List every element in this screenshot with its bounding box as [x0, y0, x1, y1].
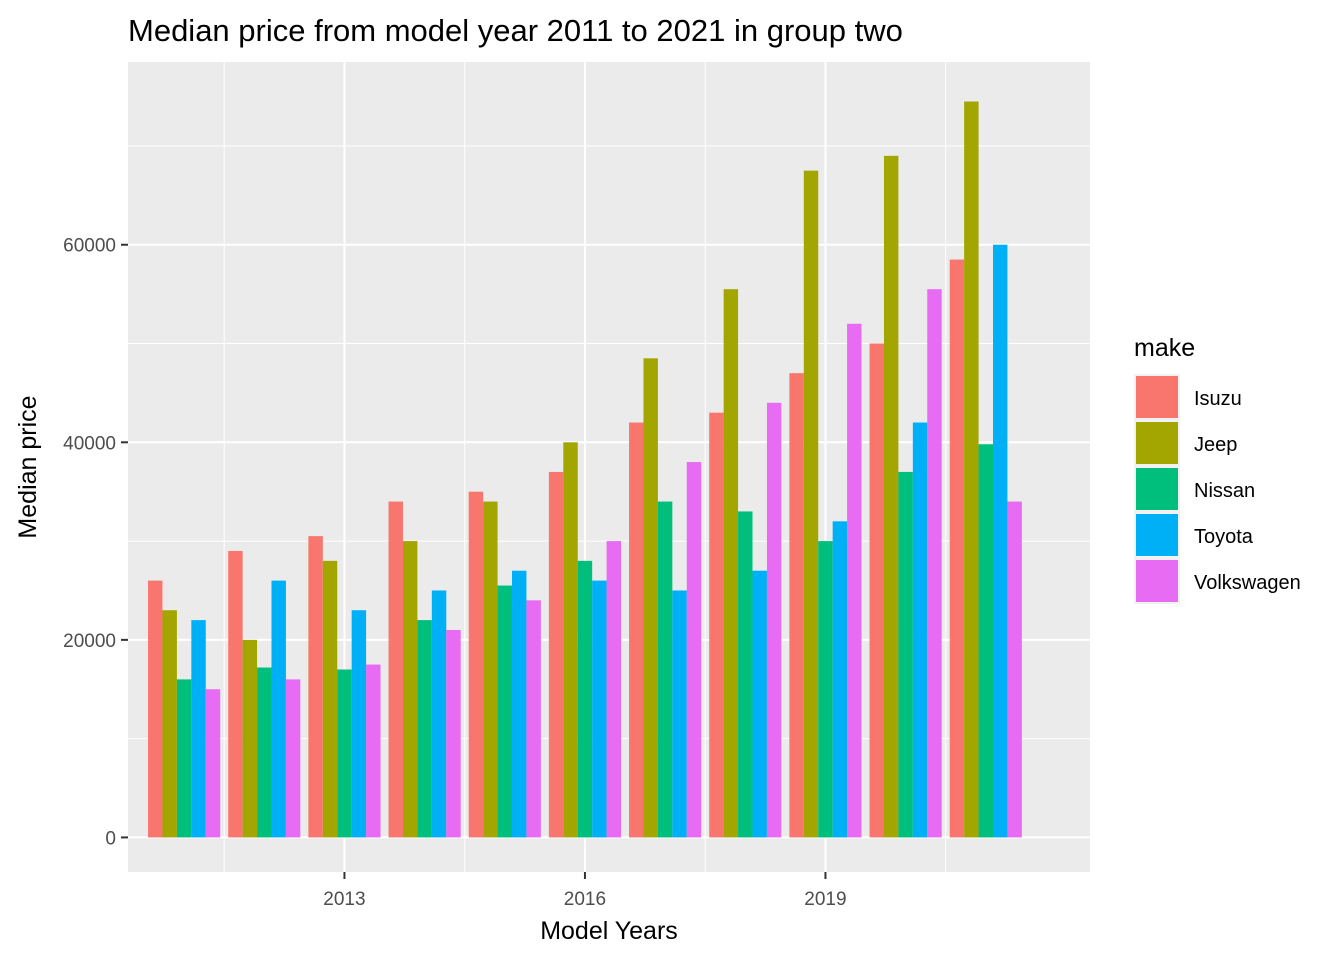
x-tick-label: 2016 — [564, 889, 606, 910]
bar-nissan-2012 — [257, 667, 272, 838]
y-tick-label: 40000 — [63, 433, 116, 454]
bar-jeep-2017 — [643, 358, 658, 838]
bar-jeep-2011 — [162, 610, 177, 838]
bar-volkswagen-2021 — [1007, 501, 1022, 838]
bar-toyota-2020 — [912, 422, 928, 838]
bar-volkswagen-2011 — [205, 689, 221, 838]
bar-jeep-2013 — [322, 560, 338, 838]
y-tick-label: 60000 — [63, 236, 116, 257]
bar-toyota-2014 — [431, 590, 447, 838]
bar-isuzu-2015 — [468, 491, 484, 838]
bar-volkswagen-2019 — [847, 323, 862, 838]
bar-jeep-2016 — [563, 442, 578, 838]
x-tick-label: 2019 — [804, 889, 846, 910]
bar-jeep-2021 — [964, 101, 979, 838]
bar-isuzu-2014 — [388, 501, 403, 838]
bar-volkswagen-2016 — [606, 541, 622, 838]
bar-nissan-2018 — [738, 511, 753, 838]
bar-jeep-2015 — [483, 501, 498, 838]
bar-isuzu-2013 — [308, 536, 323, 838]
x-axis-title: Model Years — [540, 917, 678, 945]
bar-isuzu-2020 — [869, 343, 884, 838]
bar-nissan-2014 — [417, 620, 432, 838]
bar-toyota-2021 — [992, 244, 1008, 838]
x-axis-ticks: 2013 2016 2019 — [323, 872, 847, 910]
bar-toyota-2017 — [672, 590, 687, 838]
bar-nissan-2020 — [898, 471, 913, 838]
legend-label-jeep: Jeep — [1194, 434, 1237, 456]
bar-nissan-2021 — [978, 444, 993, 838]
bar-nissan-2011 — [176, 679, 192, 838]
bar-toyota-2013 — [351, 610, 367, 838]
bar-nissan-2016 — [577, 560, 593, 838]
bar-isuzu-2018 — [709, 412, 724, 838]
bar-jeep-2014 — [402, 541, 418, 838]
bar-nissan-2017 — [657, 501, 673, 838]
legend-swatch-jeep — [1136, 422, 1178, 464]
bar-jeep-2020 — [883, 155, 899, 838]
bar-isuzu-2017 — [629, 422, 644, 838]
y-tick-label: 0 — [105, 828, 116, 849]
bar-volkswagen-2017 — [686, 462, 702, 838]
legend-swatch-nissan — [1136, 468, 1178, 510]
bar-isuzu-2012 — [228, 550, 243, 838]
bar-toyota-2015 — [511, 570, 527, 838]
bars — [148, 101, 1022, 838]
bar-isuzu-2019 — [789, 373, 804, 838]
x-tick-label: 2013 — [323, 889, 365, 910]
bar-volkswagen-2014 — [446, 629, 461, 838]
bar-toyota-2019 — [832, 521, 848, 838]
bar-volkswagen-2020 — [927, 289, 942, 838]
y-tick-label: 20000 — [63, 631, 116, 652]
bar-toyota-2012 — [271, 580, 286, 838]
legend-title: make — [1134, 334, 1195, 362]
legend-label-toyota: Toyota — [1194, 526, 1254, 548]
legend-swatch-toyota — [1136, 514, 1178, 556]
bar-jeep-2018 — [723, 289, 739, 838]
legend-label-volkswagen: Volkswagen — [1194, 572, 1301, 594]
bar-volkswagen-2015 — [526, 600, 541, 838]
bar-jeep-2019 — [803, 170, 819, 838]
bar-volkswagen-2013 — [366, 664, 381, 838]
bar-nissan-2019 — [818, 541, 833, 838]
bar-jeep-2012 — [242, 639, 258, 838]
legend-swatch-isuzu — [1136, 376, 1178, 418]
y-axis-title: Median price — [14, 395, 42, 538]
bar-isuzu-2011 — [148, 580, 163, 838]
legend-swatch-volkswagen — [1136, 560, 1178, 602]
chart-title: Median price from model year 2011 to 202… — [128, 13, 903, 48]
y-axis-ticks: 0 20000 40000 60000 — [63, 236, 128, 849]
bar-toyota-2016 — [592, 580, 607, 838]
bar-volkswagen-2018 — [766, 402, 782, 838]
bar-isuzu-2016 — [548, 471, 564, 838]
bar-toyota-2011 — [191, 620, 206, 838]
bar-toyota-2018 — [752, 570, 767, 838]
legend: make Isuzu Jeep Nissan Toyota Volkswagen — [1134, 334, 1301, 604]
legend-label-nissan: Nissan — [1194, 480, 1255, 502]
bar-nissan-2013 — [337, 669, 352, 838]
bar-volkswagen-2012 — [285, 679, 301, 838]
bar-nissan-2015 — [497, 585, 512, 838]
bar-isuzu-2021 — [949, 259, 965, 838]
legend-label-isuzu: Isuzu — [1194, 388, 1242, 410]
